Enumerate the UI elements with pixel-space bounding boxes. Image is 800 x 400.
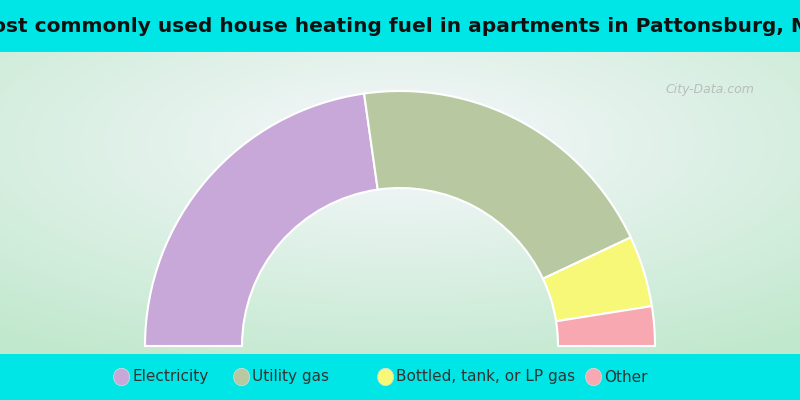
Ellipse shape	[114, 368, 130, 386]
Text: Electricity: Electricity	[132, 370, 208, 384]
Wedge shape	[364, 91, 630, 279]
Wedge shape	[543, 238, 652, 321]
Ellipse shape	[586, 368, 602, 386]
Text: City-Data.com: City-Data.com	[666, 82, 754, 96]
Ellipse shape	[234, 368, 250, 386]
Text: Other: Other	[604, 370, 647, 384]
Ellipse shape	[378, 368, 394, 386]
Text: Most commonly used house heating fuel in apartments in Pattonsburg, MO: Most commonly used house heating fuel in…	[0, 16, 800, 36]
Text: Bottled, tank, or LP gas: Bottled, tank, or LP gas	[396, 370, 575, 384]
Text: Utility gas: Utility gas	[252, 370, 329, 384]
Wedge shape	[556, 306, 655, 346]
Wedge shape	[145, 94, 378, 346]
